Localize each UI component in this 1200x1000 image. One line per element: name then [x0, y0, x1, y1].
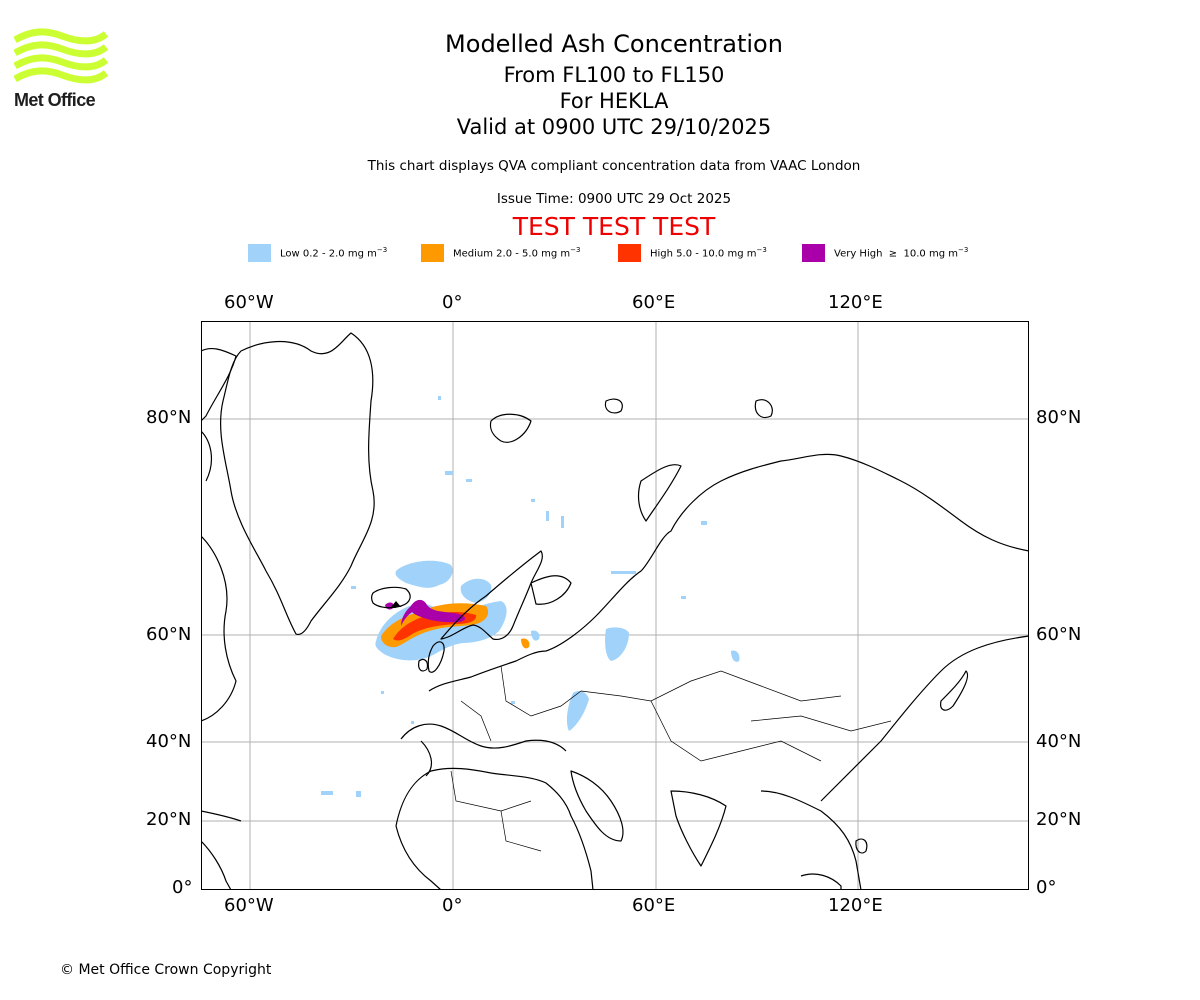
lon-tick-top-120e: 120°E — [828, 292, 883, 313]
lat-tick-left-40n: 40°N — [146, 731, 192, 752]
legend-swatch-very-high — [802, 244, 825, 262]
legend-swatch-high — [618, 244, 641, 262]
coastlines — [201, 332, 1029, 890]
issue-time: Issue Time: 0900 UTC 29 Oct 2025 — [496, 191, 732, 207]
legend-label-medium: Medium 2.0 - 5.0 mg m−3 — [453, 246, 581, 260]
volcano-subtitle: For HEKLA — [559, 89, 669, 113]
lat-tick-left-0: 0° — [172, 877, 193, 898]
chart-title: Modelled Ash Concentration — [445, 30, 783, 58]
legend-swatch-medium — [421, 244, 444, 262]
legend-label-high: High 5.0 - 10.0 mg m−3 — [650, 246, 767, 260]
lat-tick-left-80n: 80°N — [146, 407, 192, 428]
met-office-logo-text: Met Office — [14, 90, 96, 110]
iceland-outline — [370, 586, 411, 609]
ash-concentration-map — [201, 321, 1029, 890]
canada-arctic-outline — [201, 347, 237, 422]
eurasia-outline — [428, 453, 1029, 692]
graticule — [201, 321, 1029, 890]
lon-tick-top-0: 0° — [442, 292, 463, 313]
lat-tick-right-40n: 40°N — [1036, 731, 1082, 752]
lon-tick-bottom-60e: 60°E — [632, 895, 676, 916]
test-banner: TEST TEST TEST — [512, 212, 716, 241]
lat-tick-left-60n: 60°N — [146, 624, 192, 645]
lon-tick-bottom-60w: 60°W — [224, 895, 274, 916]
legend-label-very-high: Very High ≥ 10.0 mg m−3 — [834, 246, 969, 260]
africa-outline — [395, 767, 594, 890]
lat-tick-left-20n: 20°N — [146, 809, 192, 830]
novaya-zemlya-outline — [637, 464, 682, 522]
greenland-outline — [220, 332, 375, 636]
lon-tick-bottom-120e: 120°E — [828, 895, 883, 916]
met-office-logo — [13, 28, 114, 114]
india-outline — [670, 790, 727, 867]
hekla-volcano-marker — [391, 601, 401, 607]
ash-low-region — [321, 396, 740, 797]
scandinavia-outline — [440, 550, 543, 641]
map-frame — [201, 321, 1029, 890]
japan-outline — [940, 670, 969, 711]
wave-logo-icon — [13, 28, 109, 84]
legend-swatch-low — [248, 244, 271, 262]
lon-tick-bottom-0: 0° — [442, 895, 463, 916]
svalbard-outline — [489, 413, 532, 443]
lat-tick-right-0: 0° — [1036, 877, 1057, 898]
arabia-outline — [570, 770, 624, 842]
chart-description: This chart displays QVA compliant concen… — [367, 158, 861, 174]
lat-tick-right-20n: 20°N — [1036, 809, 1082, 830]
lon-tick-top-60w: 60°W — [224, 292, 274, 313]
british-isles-outline — [427, 641, 445, 673]
legend-label-low: Low 0.2 - 2.0 mg m−3 — [280, 246, 388, 260]
lat-tick-right-80n: 80°N — [1036, 407, 1082, 428]
copyright-notice: © Met Office Crown Copyright — [60, 962, 272, 978]
lon-tick-top-60e: 60°E — [632, 292, 676, 313]
country-borders — [450, 665, 892, 852]
lat-tick-right-60n: 60°N — [1036, 624, 1082, 645]
flight-level-subtitle: From FL100 to FL150 — [503, 63, 725, 87]
valid-time-subtitle: Valid at 0900 UTC 29/10/2025 — [456, 115, 772, 139]
